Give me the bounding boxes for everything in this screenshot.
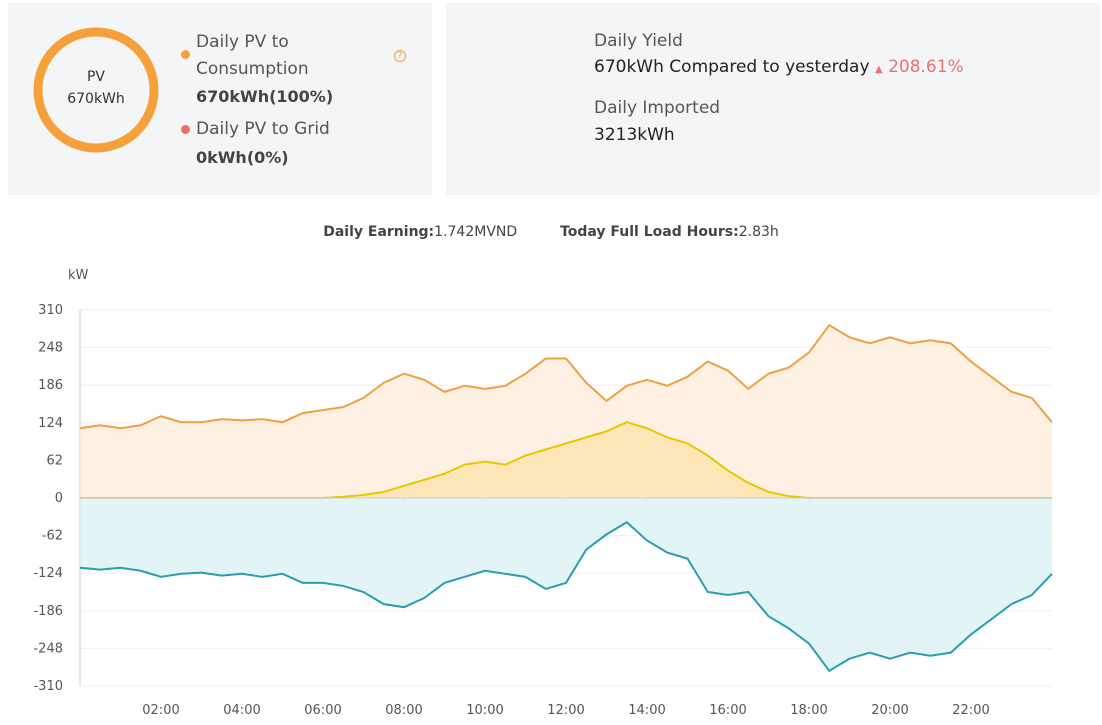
ring-value: 670kWh bbox=[67, 91, 125, 107]
summary: Daily Earning:1.742MVND Today Full Load … bbox=[0, 224, 1102, 240]
y-tick-label: -124 bbox=[33, 566, 63, 581]
summary-label: Daily Earning: bbox=[323, 224, 435, 240]
y-tick-label: 310 bbox=[38, 303, 63, 318]
x-tick-label: 04:00 bbox=[223, 703, 260, 718]
up-arrow: ▲ bbox=[874, 64, 883, 75]
legend-value: 0kWh(0%) bbox=[196, 148, 289, 167]
line bbox=[79, 521, 1053, 673]
yield-label: Daily Yield bbox=[594, 31, 683, 51]
line bbox=[79, 323, 1053, 430]
y-tick-label: -186 bbox=[33, 604, 63, 619]
yield-compare: Compared to yesterday bbox=[669, 57, 870, 77]
summary-label: Today Full Load Hours: bbox=[560, 224, 739, 240]
y-tick-label: -62 bbox=[42, 529, 63, 544]
x-tick-label: 06:00 bbox=[304, 703, 341, 718]
area bbox=[80, 498, 1052, 671]
x-tick-label: 14:00 bbox=[628, 703, 665, 718]
pv-ring: PV 670kWh bbox=[33, 27, 159, 153]
y-tick-label: 248 bbox=[38, 341, 63, 356]
x-tick-label: 20:00 bbox=[871, 703, 908, 718]
imported-label: Daily Imported bbox=[594, 98, 721, 118]
legend-label: Daily PV to Consumption bbox=[196, 32, 309, 79]
x-tick-label: 16:00 bbox=[709, 703, 746, 718]
help-icon[interactable]: ? bbox=[394, 50, 406, 62]
x-tick-label: 08:00 bbox=[385, 703, 422, 718]
summary-value: 1.742MVND bbox=[434, 224, 518, 240]
area bbox=[80, 325, 1052, 498]
legend-label: Daily PV to Grid bbox=[196, 119, 330, 139]
y-tick-label: 62 bbox=[46, 453, 63, 468]
ring-label: PV bbox=[87, 69, 105, 85]
x-tick-label: 12:00 bbox=[547, 703, 584, 718]
yield-change: 208.61% bbox=[888, 57, 964, 77]
yield-value: 670kWh bbox=[594, 57, 664, 77]
x-tick-label: 22:00 bbox=[952, 703, 989, 718]
yield-row: 670kWh Compared to yesterday ▲ 208.61% bbox=[594, 57, 964, 77]
x-tick-label: 18:00 bbox=[790, 703, 827, 718]
x-tick-label: 02:00 bbox=[142, 703, 179, 718]
y-tick-label: 124 bbox=[38, 416, 63, 431]
legend-dot bbox=[181, 50, 190, 59]
legend-dot bbox=[181, 125, 190, 134]
pv-card: PV 670kWh Daily PV to Consumption 670kWh… bbox=[8, 3, 432, 195]
ring bbox=[33, 27, 159, 153]
summary-value: 2.83h bbox=[738, 224, 779, 240]
y-axis-label: kW bbox=[68, 268, 89, 283]
x-tick-label: 10:00 bbox=[466, 703, 503, 718]
legend-value: 670kWh(100%) bbox=[196, 87, 334, 106]
y-tick-label: 0 bbox=[55, 491, 63, 506]
y-tick-label: -248 bbox=[33, 641, 63, 656]
imported-value: 3213kWh bbox=[594, 125, 675, 145]
y-tick-label: 186 bbox=[38, 378, 63, 393]
area bbox=[80, 422, 1052, 498]
yield-card: Daily Yield 670kWh Compared to yesterday… bbox=[446, 3, 1100, 195]
y-tick-label: -310 bbox=[33, 679, 63, 694]
